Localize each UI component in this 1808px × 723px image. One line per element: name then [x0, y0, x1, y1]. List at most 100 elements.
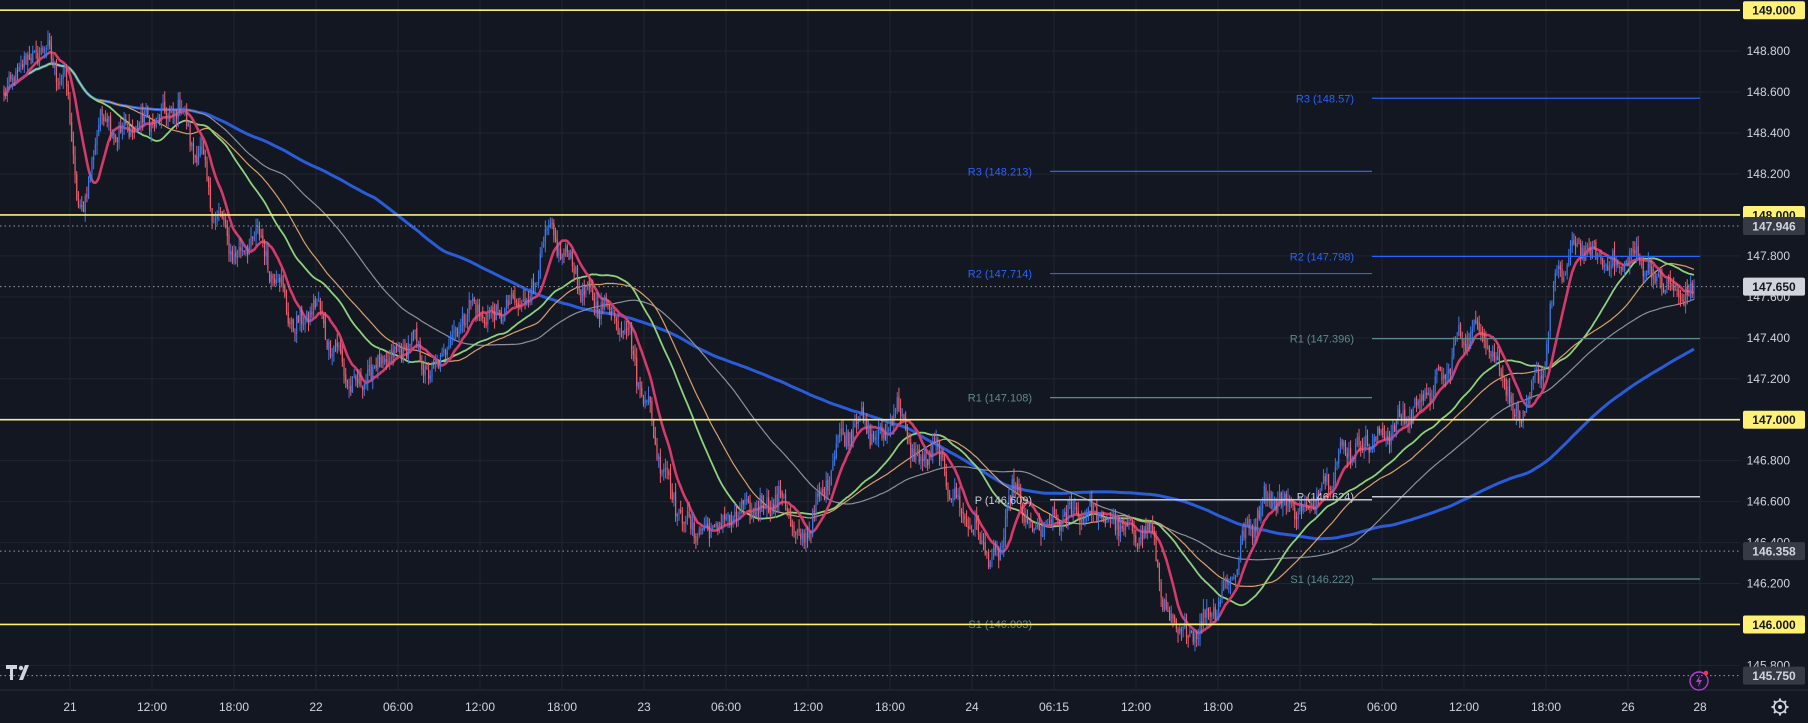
candle-body: [700, 529, 702, 531]
candle: [1121, 518, 1123, 532]
gear-icon[interactable]: [1771, 698, 1789, 716]
candle-body: [16, 69, 19, 73]
candle: [170, 105, 173, 114]
candle: [1084, 510, 1086, 527]
candle-body: [231, 250, 233, 262]
candle-body: [1343, 441, 1345, 447]
candle-body: [208, 177, 210, 187]
candle-body: [453, 330, 455, 334]
candle: [338, 341, 340, 352]
candle-body: [164, 101, 166, 112]
candle-body: [1174, 616, 1176, 622]
candle-body: [636, 357, 638, 386]
candle: [933, 432, 936, 444]
candle: [448, 335, 450, 350]
candle: [54, 61, 56, 76]
candle-body: [328, 341, 330, 351]
candle-body: [121, 127, 124, 133]
candle: [334, 339, 337, 352]
candle: [387, 351, 389, 367]
candle: [1612, 248, 1614, 269]
candle-body: [808, 531, 810, 539]
candle: [1654, 270, 1656, 285]
candle-body: [806, 531, 809, 538]
candle-body: [466, 313, 469, 324]
candle: [1602, 257, 1604, 270]
candle-body: [844, 435, 846, 446]
candle: [247, 244, 249, 264]
candle: [1624, 261, 1626, 276]
candle: [1664, 289, 1666, 295]
candle: [399, 342, 401, 355]
candle: [186, 103, 188, 130]
candle: [583, 279, 585, 306]
candle: [378, 347, 381, 368]
candle-body: [1392, 425, 1394, 435]
candle-body: [642, 397, 645, 404]
candle: [537, 270, 540, 289]
candle-body: [23, 56, 25, 67]
logo-v-shape: [19, 665, 29, 680]
candle-body: [1395, 420, 1397, 433]
candle-body: [1558, 266, 1560, 270]
candle: [204, 149, 206, 168]
candle: [265, 242, 267, 265]
candle-body: [287, 312, 289, 324]
candle: [269, 271, 271, 284]
candle: [1644, 270, 1646, 283]
candle: [1290, 496, 1292, 508]
candle: [977, 515, 980, 540]
candle: [1319, 488, 1321, 496]
candle: [1568, 248, 1570, 267]
candle: [1062, 509, 1064, 532]
candle-body: [1020, 490, 1022, 503]
lightning-icon[interactable]: [1689, 670, 1709, 691]
candle: [226, 219, 228, 246]
candle-body: [1197, 638, 1199, 640]
candle: [1009, 494, 1012, 512]
candle: [1514, 408, 1516, 421]
candle-body: [730, 520, 733, 525]
candle-body: [497, 303, 499, 311]
candle: [1385, 431, 1387, 447]
candle: [631, 321, 633, 360]
candle: [397, 341, 399, 352]
candle: [1082, 515, 1084, 525]
candle-body: [1346, 453, 1348, 459]
candle: [463, 312, 465, 333]
candle: [1243, 522, 1245, 541]
candle: [810, 530, 812, 544]
candle: [252, 236, 254, 246]
candle: [1087, 506, 1089, 522]
candle-body: [478, 303, 480, 317]
candle-body: [1441, 372, 1443, 381]
candle-body: [1429, 392, 1431, 401]
candle: [705, 515, 707, 528]
candle-body: [296, 315, 298, 335]
candle: [346, 379, 349, 390]
price-axis[interactable]: 148.800148.600148.400148.200147.800147.6…: [1740, 0, 1808, 723]
candle: [531, 278, 533, 305]
tradingview-logo-icon[interactable]: TV: [0, 0, 29, 680]
candle: [776, 485, 778, 512]
candle: [1657, 269, 1660, 278]
candle-body: [949, 494, 951, 499]
candle-body: [1050, 520, 1052, 523]
candle-body: [1546, 343, 1548, 366]
candle-body: [1211, 613, 1213, 617]
candle: [1388, 430, 1391, 454]
candle: [950, 498, 952, 503]
candle: [77, 191, 80, 209]
candle: [1116, 513, 1118, 540]
candle: [923, 445, 925, 467]
time-axis[interactable]: 21 12:00 18:00 22 06:00 12:00 18:00 23 06:00 12:0…: [0, 689, 1808, 723]
candle: [81, 196, 83, 212]
candle: [1258, 505, 1260, 521]
candle: [1101, 510, 1103, 523]
candle-body: [1072, 510, 1074, 515]
candle-body: [1542, 366, 1545, 381]
candle-body: [32, 50, 34, 63]
candle-body: [247, 251, 249, 256]
